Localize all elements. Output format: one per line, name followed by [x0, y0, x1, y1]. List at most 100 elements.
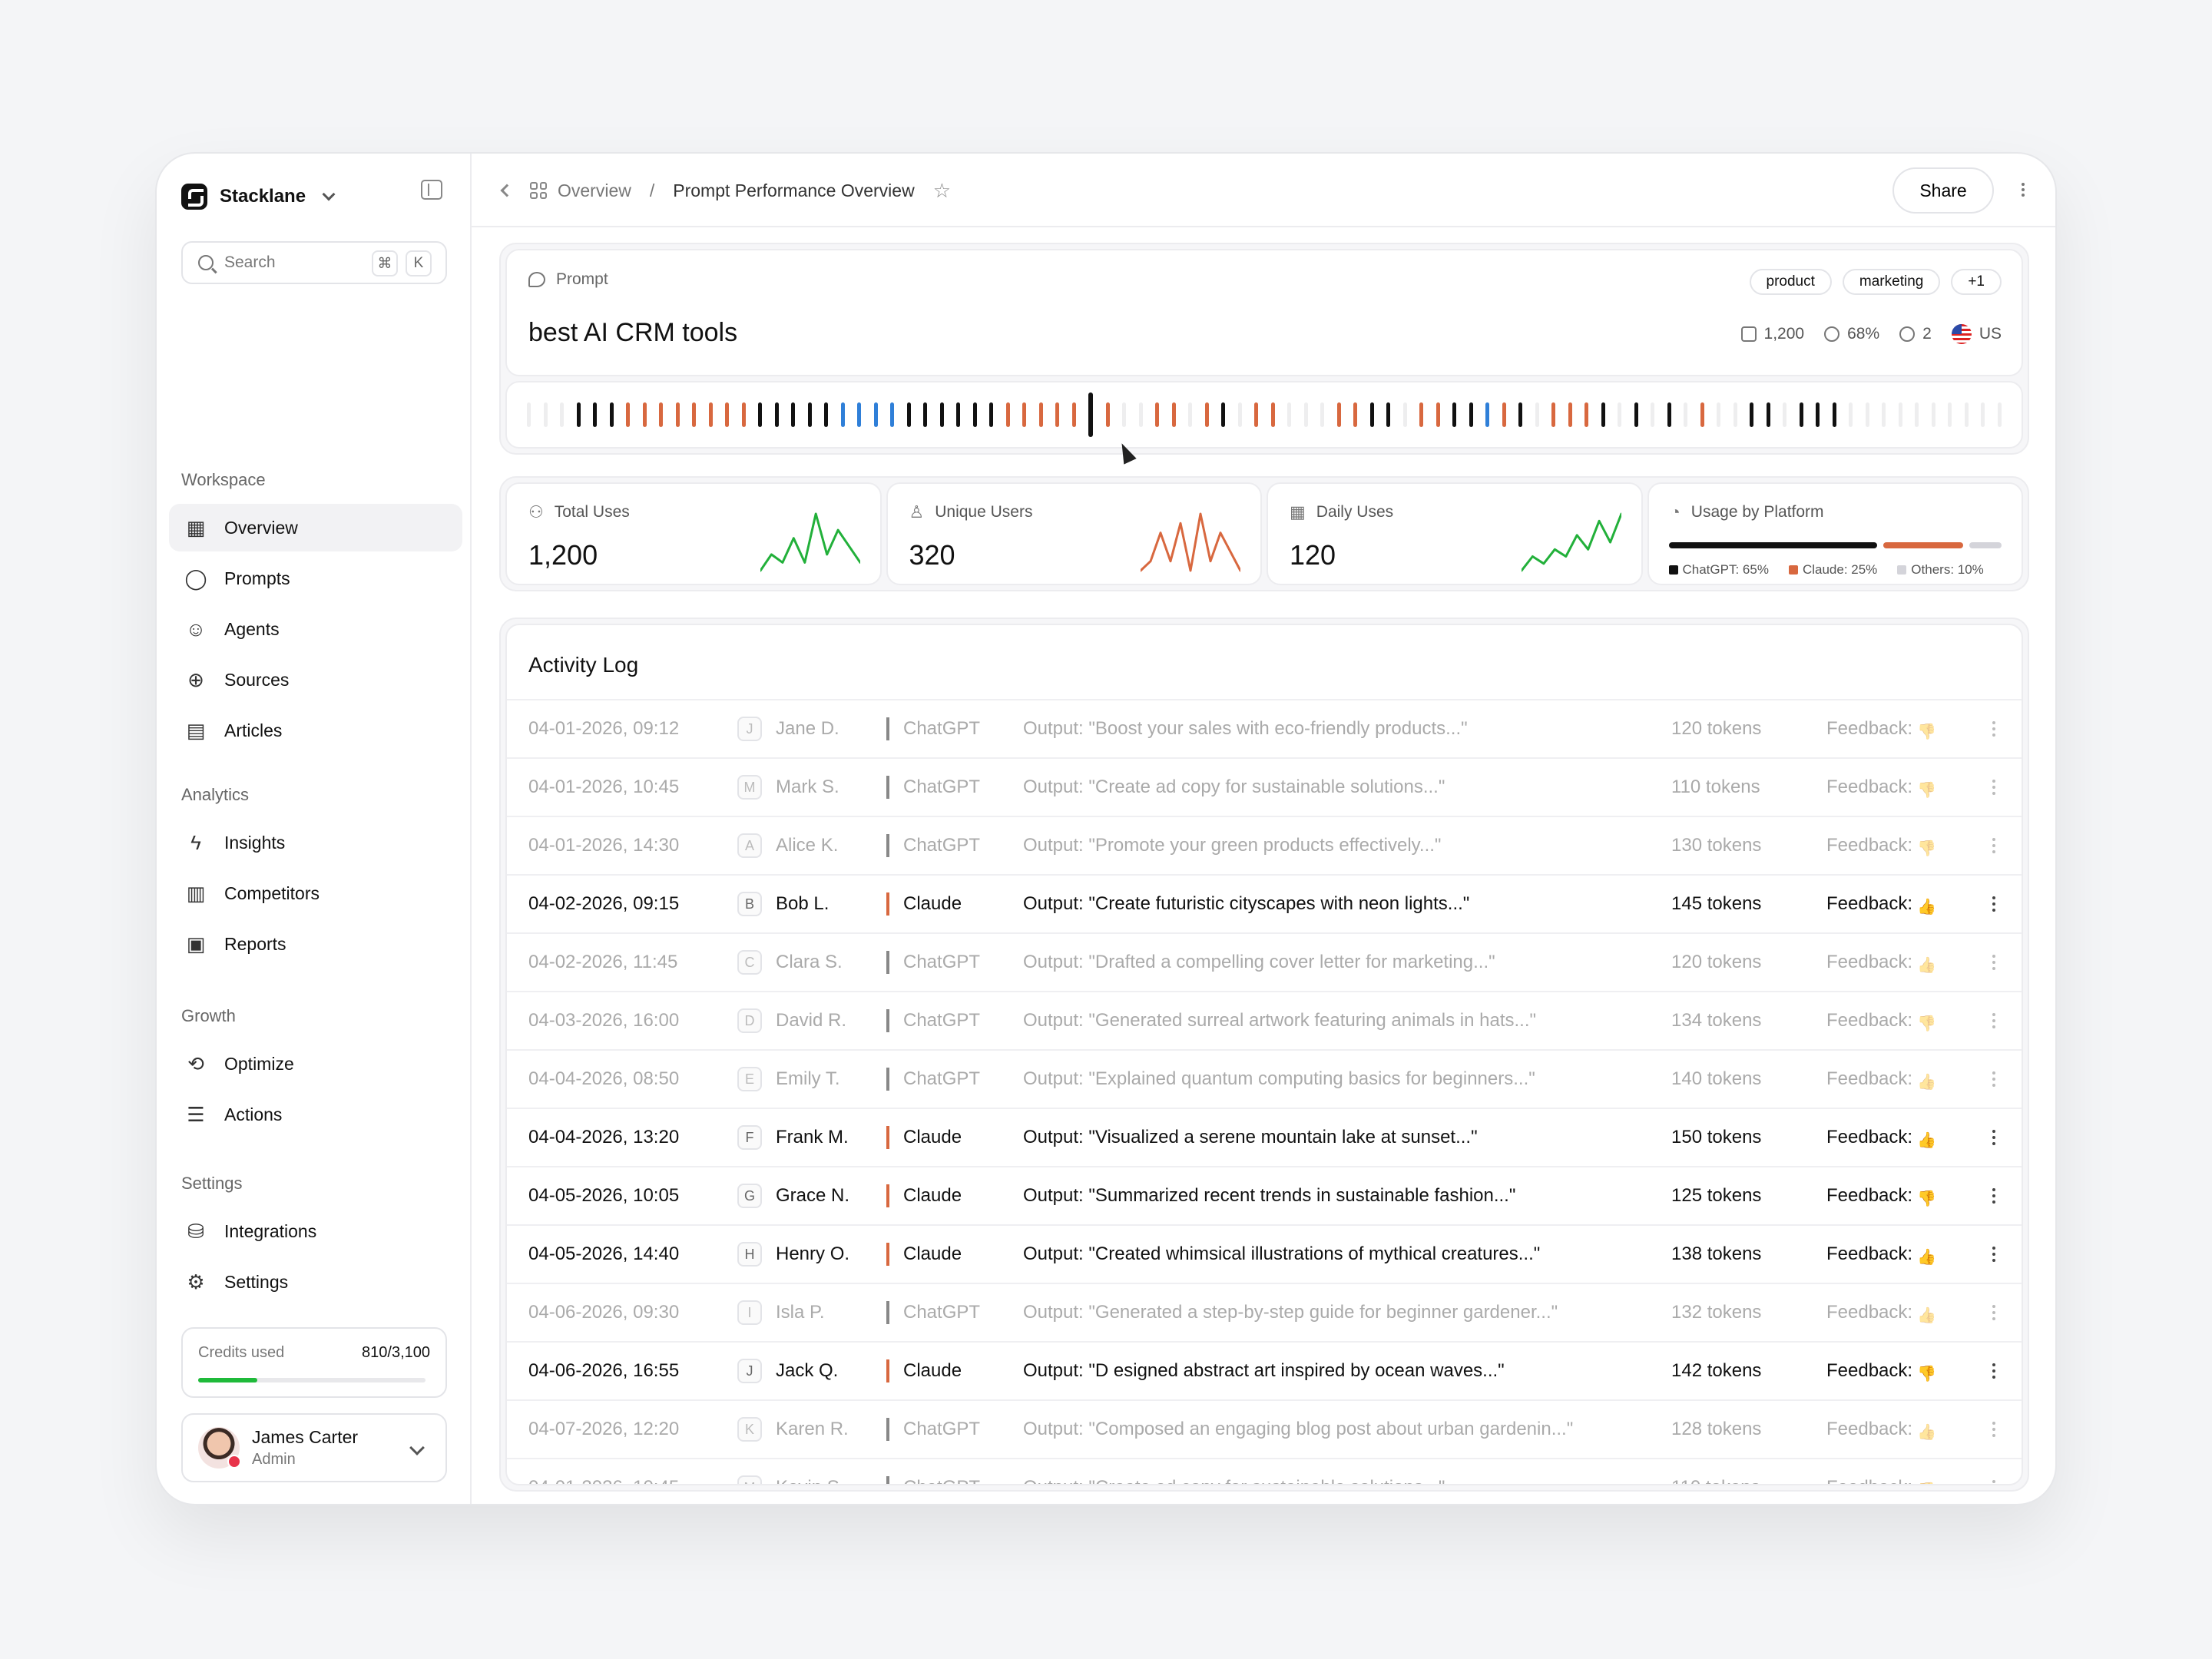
timeline-tick[interactable] [1551, 402, 1555, 427]
timeline-tick[interactable] [1684, 402, 1687, 427]
row-menu-icon[interactable] [1992, 896, 1995, 912]
timeline-tick[interactable] [692, 402, 696, 427]
timeline-tick[interactable] [1402, 402, 1407, 427]
thumbs-up-icon[interactable]: 👍 [1917, 1074, 1936, 1091]
timeline-tick[interactable] [1155, 402, 1159, 427]
timeline-tick[interactable] [1071, 402, 1076, 427]
timeline-tick[interactable] [873, 402, 878, 427]
timeline-tick[interactable] [956, 402, 960, 427]
timeline-tick[interactable] [725, 402, 729, 427]
timeline-tick[interactable] [1502, 402, 1506, 427]
star-icon[interactable]: ☆ [932, 178, 951, 202]
timeline-tick[interactable] [1882, 402, 1886, 427]
timeline-tick[interactable] [1518, 402, 1522, 427]
timeline-tick[interactable] [939, 402, 944, 427]
timeline-tick[interactable] [1700, 402, 1704, 427]
sidebar-item-insights[interactable]: ϟ Insights [169, 819, 462, 866]
timeline-tick[interactable] [1750, 402, 1753, 427]
row-menu-icon[interactable] [1992, 721, 1995, 737]
thumbs-down-icon[interactable]: 👎 [1917, 1366, 1936, 1382]
timeline-tick[interactable] [791, 402, 795, 427]
timeline-tick[interactable] [1898, 402, 1902, 427]
table-row[interactable]: 04-07-2026, 12:20 K Karen R. ChatGPT Out… [507, 1399, 2022, 1458]
thumbs-up-icon[interactable]: 👍 [1917, 1307, 1936, 1324]
thumbs-up-icon[interactable]: 👍 [1917, 957, 1936, 974]
sidebar-item-articles[interactable]: ▤ Articles [169, 707, 462, 754]
timeline-tick[interactable] [1237, 402, 1242, 427]
tag-marketing[interactable]: marketing [1842, 269, 1941, 295]
sidebar-item-prompts[interactable]: ◯ Prompts [169, 555, 462, 602]
timeline-tick[interactable] [1634, 402, 1638, 427]
timeline-tick[interactable] [1915, 402, 1919, 427]
timeline-tick[interactable] [1055, 402, 1059, 427]
tag-more[interactable]: +1 [1951, 269, 2002, 295]
sidebar-item-overview[interactable]: ▦ Overview [169, 504, 462, 551]
thumbs-down-icon[interactable]: 👎 [1917, 1481, 1936, 1484]
timeline-tick[interactable] [824, 402, 828, 427]
sidebar-item-settings[interactable]: ⚙ Settings [169, 1258, 462, 1306]
row-menu-icon[interactable] [1992, 1363, 1995, 1379]
thumbs-up-icon[interactable]: 👍 [1917, 899, 1936, 916]
timeline-tick[interactable] [560, 402, 564, 427]
timeline-tick[interactable] [774, 402, 779, 427]
timeline-tick[interactable] [1369, 402, 1374, 427]
timeline-tick[interactable] [857, 402, 861, 427]
timeline-tick[interactable] [675, 402, 680, 427]
tag-product[interactable]: product [1749, 269, 1832, 295]
share-button[interactable]: Share [1892, 167, 1994, 214]
timeline-tick[interactable] [659, 402, 663, 427]
timeline-tick[interactable] [1997, 402, 2002, 427]
sidebar-collapse-icon[interactable] [421, 180, 442, 200]
table-row[interactable]: 04-05-2026, 14:40 H Henry O. Claude Outp… [507, 1224, 2022, 1283]
timeline-tick[interactable] [708, 402, 713, 427]
timeline-tick[interactable] [1568, 402, 1572, 427]
timeline-tick[interactable] [1419, 402, 1423, 427]
table-row[interactable]: 04-03-2026, 16:00 D David R. ChatGPT Out… [507, 991, 2022, 1049]
timeline-tick[interactable] [1931, 402, 1936, 427]
timeline-tick[interactable] [1452, 402, 1456, 427]
row-menu-icon[interactable] [1992, 1130, 1995, 1145]
timeline-tick[interactable] [1584, 402, 1588, 427]
timeline-tick[interactable] [593, 402, 597, 427]
thumbs-down-icon[interactable]: 👎 [1917, 724, 1936, 740]
timeline-tick[interactable] [1865, 402, 1869, 427]
timeline-tick[interactable] [1287, 402, 1291, 427]
timeline-tick[interactable] [1353, 402, 1357, 427]
sidebar-item-sources[interactable]: ⊕ Sources [169, 656, 462, 704]
row-menu-icon[interactable] [1992, 1188, 1995, 1204]
timeline-tick[interactable] [1088, 392, 1093, 437]
timeline-tick[interactable] [923, 402, 927, 427]
sidebar-item-integrations[interactable]: ⛁ Integrations [169, 1207, 462, 1255]
timeline-tick[interactable] [758, 402, 762, 427]
timeline-tick[interactable] [1651, 402, 1654, 427]
table-row[interactable]: 04-01-2026, 14:30 A Alice K. ChatGPT Out… [507, 816, 2022, 874]
timeline-tick[interactable] [890, 402, 894, 427]
timeline-tick[interactable] [1270, 402, 1275, 427]
timeline-tick[interactable] [1435, 402, 1440, 427]
timeline-tick[interactable] [1138, 402, 1143, 427]
timeline-tick[interactable] [1005, 402, 1010, 427]
timeline-tick[interactable] [1733, 402, 1737, 427]
breadcrumb-root[interactable]: Overview [530, 180, 631, 201]
row-menu-icon[interactable] [1992, 1247, 1995, 1262]
timeline-tick[interactable] [543, 402, 548, 427]
timeline-tick[interactable] [1038, 402, 1043, 427]
timeline-tick[interactable] [1469, 402, 1473, 427]
table-row[interactable]: 04-06-2026, 16:55 J Jack Q. Claude Outpu… [507, 1341, 2022, 1399]
timeline-tick[interactable] [1022, 402, 1026, 427]
sidebar-item-optimize[interactable]: ⟲ Optimize [169, 1040, 462, 1088]
thumbs-up-icon[interactable]: 👍 [1917, 1424, 1936, 1441]
search-input[interactable]: Search ⌘ K [181, 241, 447, 284]
timeline-tick[interactable] [1981, 402, 1985, 427]
timeline-tick[interactable] [1849, 402, 1853, 427]
timeline-tick[interactable] [1783, 402, 1786, 427]
timeline-tick[interactable] [989, 402, 993, 427]
timeline-tick[interactable] [1948, 402, 1952, 427]
timeline-tick[interactable] [642, 402, 647, 427]
sidebar-item-competitors[interactable]: ▥ Competitors [169, 869, 462, 917]
timeline-tick[interactable] [906, 402, 911, 427]
timeline-tick[interactable] [1766, 402, 1770, 427]
timeline-tick[interactable] [741, 402, 746, 427]
timeline-tick[interactable] [1188, 402, 1192, 427]
timeline-tick[interactable] [1386, 402, 1390, 427]
